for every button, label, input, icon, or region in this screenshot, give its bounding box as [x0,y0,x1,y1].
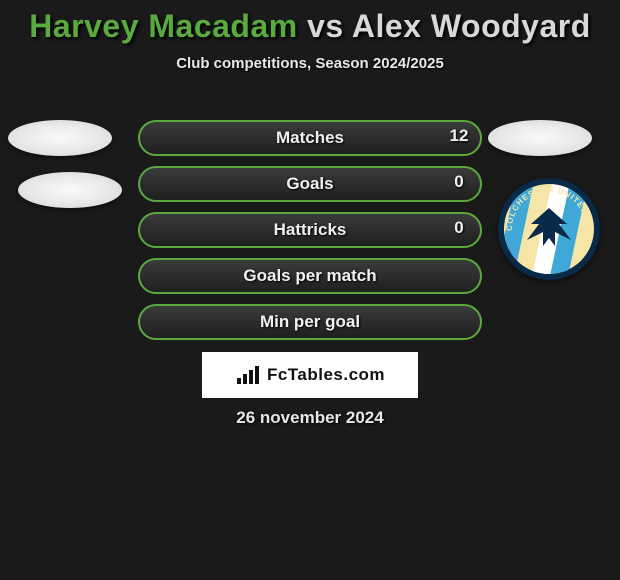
stat-bar: Goals [138,166,482,202]
page-title: Harvey Macadam vs Alex Woodyard [0,0,620,45]
stat-label: Hattricks [140,214,480,246]
brand-box[interactable]: FcTables.com [202,352,418,398]
stat-bar: Matches [138,120,482,156]
title-player1: Harvey Macadam [29,8,297,44]
stat-row: Hattricks0 [0,212,620,248]
stat-label: Matches [140,122,480,154]
stat-bar: Min per goal [138,304,482,340]
stat-row: Goals per match [0,258,620,294]
stat-value-right: 0 [444,166,474,198]
stat-value-right: 12 [444,120,474,152]
bars-icon [235,364,261,386]
stat-label: Goals per match [140,260,480,292]
generation-date: 26 november 2024 [0,408,620,428]
stat-bar: Goals per match [138,258,482,294]
title-vs: vs [307,8,344,44]
title-player2: Alex Woodyard [352,8,591,44]
brand-text: FcTables.com [267,365,385,385]
stat-label: Goals [140,168,480,200]
subtitle: Club competitions, Season 2024/2025 [0,55,620,72]
stat-bar: Hattricks [138,212,482,248]
stat-row: Min per goal [0,304,620,340]
stats-rows: Matches12Goals0Hattricks0Goals per match… [0,120,620,350]
stat-row: Goals0 [0,166,620,202]
stat-row: Matches12 [0,120,620,156]
stat-value-right: 0 [444,212,474,244]
stat-label: Min per goal [140,306,480,338]
